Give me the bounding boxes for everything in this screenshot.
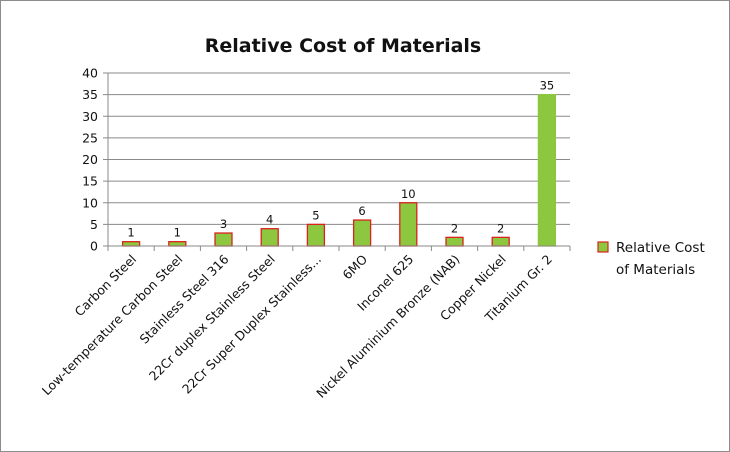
y-tick-label: 0 bbox=[90, 239, 98, 254]
bar-6mo bbox=[352, 219, 372, 247]
bars bbox=[108, 93, 570, 247]
legend-swatch bbox=[597, 241, 609, 253]
data-label: 6 bbox=[358, 204, 365, 218]
y-tick-label: 25 bbox=[82, 130, 98, 145]
data-label: 3 bbox=[220, 217, 227, 231]
y-tick-label: 5 bbox=[90, 217, 98, 232]
legend: Relative Cost of Materials bbox=[597, 240, 705, 278]
bar-22cr-super-duplex-stainless bbox=[306, 223, 326, 247]
data-label: 1 bbox=[174, 226, 181, 240]
bar-stainless-steel-316 bbox=[214, 232, 233, 247]
bar-carbon-steel bbox=[121, 241, 141, 247]
data-label: 35 bbox=[540, 79, 555, 93]
y-tick-label: 35 bbox=[82, 87, 98, 102]
y-tick-label: 40 bbox=[82, 66, 98, 81]
x-category-label: 6MO bbox=[339, 251, 370, 282]
legend-label-line-2: of Materials bbox=[616, 262, 695, 278]
y-tick-label: 10 bbox=[82, 195, 98, 210]
data-label: 5 bbox=[312, 208, 319, 222]
data-label: 1 bbox=[127, 226, 134, 240]
y-axis-ticks: 0 5 10 15 20 25 30 35 40 bbox=[82, 66, 98, 254]
data-labels: 1 1 3 4 5 6 10 2 2 35 bbox=[127, 79, 554, 240]
bar-inconel-625 bbox=[399, 202, 418, 247]
chart-title: Relative Cost of Materials bbox=[205, 35, 482, 57]
bar-nickel-aluminium-bronze-nab bbox=[445, 236, 464, 247]
gridlines bbox=[103, 72, 571, 251]
data-label: 10 bbox=[401, 187, 416, 201]
y-tick-label: 30 bbox=[82, 109, 98, 124]
bar-titanium-gr-2 bbox=[537, 93, 557, 247]
data-label: 2 bbox=[451, 221, 458, 235]
bar-copper-nickel bbox=[491, 236, 510, 247]
bar-22cr-duplex-stainless-steel bbox=[260, 228, 279, 247]
y-tick-label: 15 bbox=[82, 174, 98, 189]
x-category-label: Stainless Steel 316 bbox=[136, 251, 231, 346]
y-tick-label: 20 bbox=[82, 152, 98, 167]
bar-low-temperature-carbon-steel bbox=[168, 241, 187, 247]
data-label: 4 bbox=[266, 213, 273, 227]
legend-label-line-1: Relative Cost bbox=[616, 240, 705, 256]
data-label: 2 bbox=[497, 221, 504, 235]
